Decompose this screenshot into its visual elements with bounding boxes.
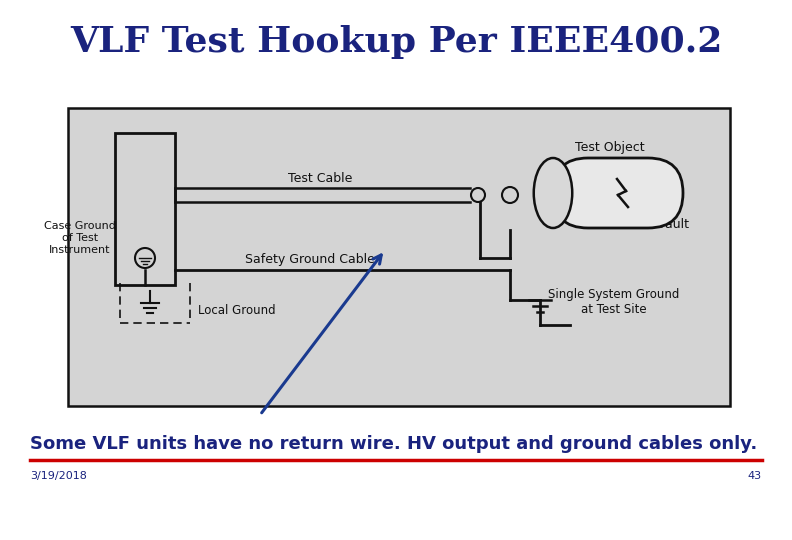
Text: Local Ground: Local Ground (198, 303, 276, 316)
Text: Fault: Fault (660, 219, 690, 232)
Text: Safety Ground Cable: Safety Ground Cable (245, 253, 375, 267)
Text: Case Ground
of Test
Instrument: Case Ground of Test Instrument (44, 221, 116, 254)
Ellipse shape (534, 158, 573, 228)
Text: Some VLF units have no return wire. HV output and ground cables only.: Some VLF units have no return wire. HV o… (30, 435, 757, 453)
Circle shape (502, 187, 518, 203)
Bar (68, 108, 730, 406)
Text: Test Object: Test Object (575, 141, 645, 154)
Text: 3/19/2018: 3/19/2018 (30, 471, 87, 481)
Circle shape (135, 248, 155, 268)
FancyBboxPatch shape (553, 158, 683, 228)
Bar (115, 133, 175, 285)
Text: VLF Test Hookup Per IEEE400.2: VLF Test Hookup Per IEEE400.2 (70, 25, 722, 59)
Text: 43: 43 (748, 471, 762, 481)
Text: Single System Ground
at Test Site: Single System Ground at Test Site (548, 288, 680, 316)
Text: Test Cable: Test Cable (287, 172, 352, 185)
Circle shape (471, 188, 485, 202)
